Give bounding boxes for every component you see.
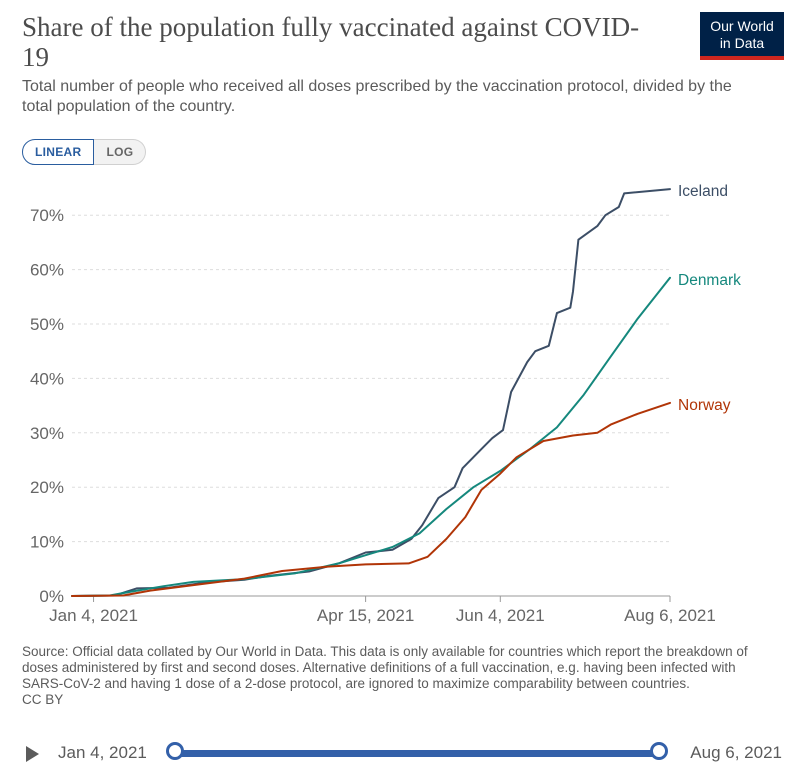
scale-toggle: LINEAR LOG [22,139,147,165]
series-label-iceland: Iceland [678,183,728,200]
x-tick-label: Apr 15, 2021 [317,606,414,625]
series-line-norway [71,401,671,597]
timeline-end-label: Aug 6, 2021 [690,743,782,762]
series-line-denmark [71,276,671,597]
log-scale-button[interactable]: LOG [94,139,147,165]
y-tick-label: 30% [30,424,64,443]
x-tick-label: Jun 4, 2021 [456,606,545,625]
chart-subtitle: Total number of people who received all … [22,78,732,115]
play-icon[interactable] [26,746,39,762]
timeline-track[interactable] [175,750,659,757]
timeline-start-label: Jan 4, 2021 [58,743,147,762]
linear-scale-button[interactable]: LINEAR [22,139,95,165]
series-label-denmark: Denmark [678,272,741,289]
x-tick-label: Jan 4, 2021 [49,606,138,625]
owid-logo[interactable]: Our World in Data [700,12,784,60]
x-tick-label: Aug 6, 2021 [624,606,716,625]
logo-line-2: in Data [719,35,765,51]
series-line-iceland [71,188,671,597]
source-text: Source: Official data collated by Our Wo… [22,644,748,691]
timeline: Jan 4, 2021 Aug 6, 2021 [22,740,782,770]
y-tick-label: 70% [30,206,64,225]
timeline-end-handle[interactable] [650,742,668,760]
source-note: Source: Official data collated by Our Wo… [22,644,762,708]
y-tick-label: 0% [39,587,64,606]
license-text[interactable]: CC BY [22,692,64,707]
chart-title: Share of the population fully vaccinated… [22,12,640,72]
y-tick-label: 20% [30,478,64,497]
timeline-start-handle[interactable] [166,742,184,760]
y-tick-label: 10% [30,533,64,552]
y-tick-label: 60% [30,261,64,280]
logo-line-1: Our World [710,18,774,34]
line-chart: 0% 10% 20% 30% 40% 50% 60% 70% Jan 4, 2021 Apr 15… [30,183,741,625]
y-tick-label: 50% [30,315,64,334]
series-label-norway: Norway [678,397,731,414]
y-tick-label: 40% [30,369,64,388]
